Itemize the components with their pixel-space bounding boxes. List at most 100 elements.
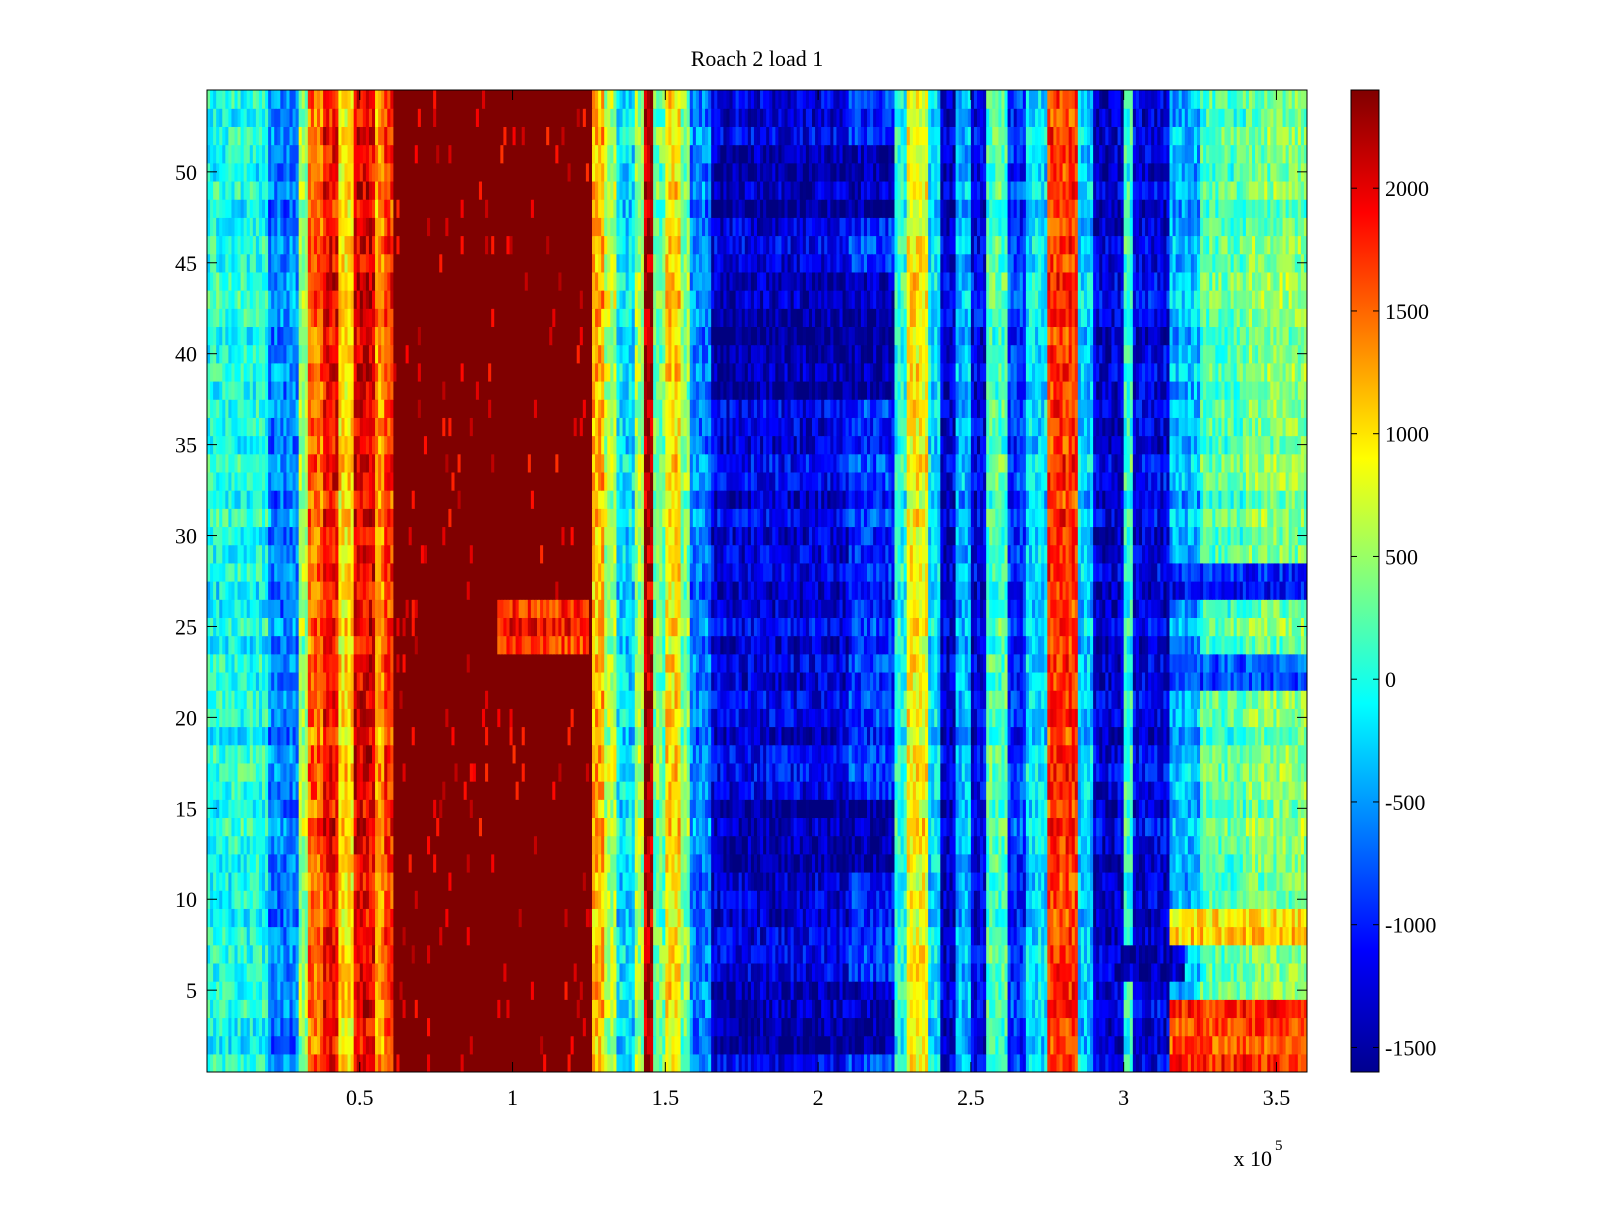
heatmap-cell: [466, 1017, 471, 1037]
heatmap-cell: [332, 1017, 336, 1037]
heatmap-cell: [750, 1053, 755, 1072]
heatmap-cell: [451, 1035, 456, 1055]
heatmap-cell: [1206, 1053, 1210, 1072]
heatmap-cell: [1041, 981, 1045, 1000]
heatmap-cell: [1163, 1017, 1168, 1037]
heatmap-cell: [647, 1017, 651, 1037]
heatmap-cell: [1068, 999, 1073, 1019]
heatmap-cell: [668, 1017, 673, 1037]
heatmap-cell: [1200, 1035, 1204, 1055]
heatmap-cell: [460, 1017, 465, 1037]
heatmap-cell: [1074, 981, 1079, 1000]
heatmap-cell: [1032, 1035, 1036, 1055]
heatmap-cell: [830, 981, 834, 1000]
heatmap-cell: [512, 1053, 517, 1072]
heatmap-cell: [812, 1053, 816, 1072]
heatmap-cell: [888, 999, 893, 1019]
heatmap-cell: [518, 981, 523, 1000]
heatmap-cell: [258, 981, 263, 1000]
heatmap-cell: [1279, 1035, 1284, 1055]
heatmap-cell: [540, 1053, 544, 1072]
heatmap-cell: [344, 999, 349, 1019]
heatmap-cell: [277, 962, 281, 982]
heatmap-cell: [1056, 1017, 1061, 1037]
heatmap-cell: [485, 1053, 489, 1072]
heatmap-cell: [750, 981, 755, 1000]
heatmap-cell: [592, 1035, 596, 1055]
heatmap-cell: [726, 1017, 731, 1037]
heatmap-cell: [766, 999, 770, 1019]
heatmap-cell: [1267, 981, 1271, 1000]
heatmap-cell: [265, 962, 269, 982]
heatmap-cell: [448, 981, 453, 1000]
heatmap-cell: [1212, 1017, 1216, 1037]
heatmap-cell: [876, 1017, 880, 1037]
heatmap-cell: [500, 1017, 504, 1037]
heatmap-cell: [482, 1053, 486, 1072]
heatmap-cell: [393, 1053, 398, 1072]
heatmap-cell: [356, 999, 361, 1019]
heatmap-cell: [998, 1053, 1003, 1072]
heatmap-cell: [695, 1053, 700, 1072]
heatmap-cell: [689, 981, 694, 1000]
heatmap-cell: [793, 1035, 798, 1055]
heatmap-cell: [1102, 981, 1106, 1000]
heatmap-cell: [1111, 999, 1116, 1019]
heatmap-cell: [723, 999, 728, 1019]
heatmap-cell: [711, 981, 715, 1000]
heatmap-cell: [796, 999, 801, 1019]
heatmap-cell: [213, 1053, 217, 1072]
heatmap-cell: [436, 1035, 440, 1055]
heatmap-cell: [1083, 1035, 1088, 1055]
heatmap-cell: [396, 1053, 401, 1072]
heatmap-cell: [1025, 999, 1030, 1019]
heatmap-cell: [503, 981, 508, 1000]
heatmap-cell: [802, 999, 807, 1019]
heatmap-cell: [567, 999, 572, 1019]
heatmap-cell: [1059, 1035, 1064, 1055]
heatmap-cell: [1221, 1017, 1226, 1037]
heatmap-cell: [812, 981, 816, 1000]
heatmap-cell: [268, 1035, 272, 1055]
heatmap-cell: [1151, 1035, 1155, 1055]
heatmap-cell: [237, 1035, 242, 1055]
heatmap-cell: [585, 999, 590, 1019]
heatmap-cell: [870, 1035, 874, 1055]
heatmap-cell: [219, 1053, 223, 1072]
heatmap-cell: [530, 1035, 535, 1055]
heatmap-cell: [674, 1017, 679, 1037]
heatmap-cell: [1001, 981, 1006, 1000]
heatmap-cell: [1022, 1035, 1027, 1055]
heatmap-cell: [442, 999, 446, 1019]
heatmap-cell: [295, 981, 300, 1000]
heatmap-cell: [265, 981, 269, 1000]
heatmap-cell: [497, 962, 501, 982]
heatmap-cell: [228, 1053, 233, 1072]
heatmap-cell: [674, 981, 679, 1000]
heatmap-cell: [937, 999, 941, 1019]
heatmap-cell: [292, 1017, 297, 1037]
heatmap-cell: [967, 999, 972, 1019]
heatmap-cell: [1193, 999, 1198, 1019]
heatmap-cell: [1209, 981, 1213, 1000]
heatmap-cell: [255, 962, 260, 982]
heatmap-cell: [1016, 999, 1021, 1019]
heatmap-cell: [796, 981, 801, 1000]
heatmap-cell: [561, 981, 566, 1000]
heatmap-cell: [775, 1053, 779, 1072]
heatmap-cell: [219, 962, 223, 982]
heatmap-cell: [524, 999, 529, 1019]
heatmap-cell: [320, 962, 324, 982]
heatmap-cell: [1047, 1053, 1051, 1072]
heatmap-cell: [512, 999, 517, 1019]
heatmap-cell: [482, 1017, 486, 1037]
heatmap-cell: [1108, 1017, 1113, 1037]
heatmap-cell: [347, 962, 352, 982]
heatmap-cell: [1233, 1035, 1238, 1055]
heatmap-cell: [1148, 999, 1152, 1019]
heatmap-cell: [442, 1035, 446, 1055]
heatmap-cell: [925, 1053, 929, 1072]
heatmap-cell: [463, 962, 468, 982]
heatmap-cell: [420, 981, 425, 1000]
heatmap-cell: [317, 1017, 321, 1037]
